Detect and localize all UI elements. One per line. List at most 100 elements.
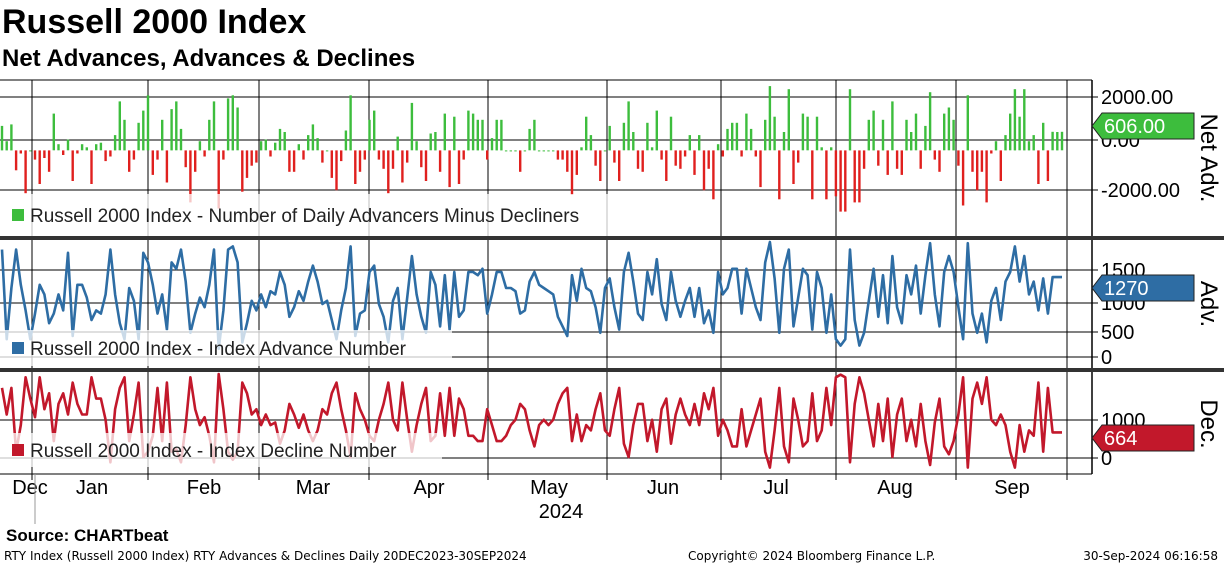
net-bar-positive — [344, 130, 348, 151]
net-bar-positive — [137, 122, 140, 151]
net-bar-negative — [241, 150, 244, 192]
net-bar-negative — [302, 150, 305, 160]
x-month-label: Jun — [647, 477, 679, 499]
net-bar-positive — [1004, 135, 1007, 151]
net-bar-positive — [726, 128, 729, 151]
net-bar-negative — [679, 150, 682, 169]
net-bar-positive — [236, 107, 239, 151]
net-bar-positive — [801, 113, 805, 151]
net-bar-positive — [175, 101, 178, 151]
net-bar-negative — [853, 150, 856, 203]
net-bar-positive — [278, 128, 282, 151]
net-bar-negative — [636, 150, 640, 169]
net-bar-negative — [900, 150, 903, 175]
net-bar-positive — [749, 128, 753, 151]
net-bar-positive — [655, 110, 658, 151]
net-bar-positive — [429, 133, 432, 151]
net-bar-positive — [123, 119, 126, 151]
net-bar-negative — [109, 150, 112, 157]
net-bar-positive — [891, 101, 894, 151]
net-bar-negative — [363, 150, 366, 160]
net-bar-positive — [208, 119, 211, 151]
net-bar-positive — [500, 119, 503, 151]
net-bar-positive — [943, 113, 946, 151]
source-label: Source: CHARTbeat — [6, 526, 169, 545]
net-bar-negative — [999, 150, 1002, 181]
net-bar-positive — [307, 135, 310, 151]
net-bar-negative — [665, 150, 668, 181]
x-month-label: Mar — [296, 477, 331, 499]
net-bar-positive — [113, 135, 117, 151]
legend-net-box — [0, 194, 640, 236]
net-bar-positive — [1027, 141, 1031, 151]
net-bar-positive — [815, 116, 819, 151]
net-bar-positive — [603, 150, 607, 152]
net-bar-negative — [420, 150, 423, 168]
net-bar-negative — [62, 150, 65, 155]
legend-adv-swatch — [12, 342, 24, 354]
legend-dec-box — [0, 433, 442, 467]
net-bar-negative — [269, 150, 272, 157]
net-bar-negative — [104, 150, 107, 162]
advance-line — [0, 240, 1062, 351]
net-bar-negative — [740, 150, 743, 157]
net-bar-negative — [330, 150, 333, 178]
x-month-label: Apr — [413, 477, 444, 499]
net-bar-positive — [0, 125, 4, 151]
net-bar-negative — [957, 150, 960, 166]
footer-description: RTY Index (Russell 2000 Index) RTY Advan… — [4, 549, 527, 563]
net-bar-negative — [14, 150, 18, 171]
net-bar-positive — [99, 142, 103, 151]
net-bar-positive — [716, 144, 720, 151]
net-bar-positive — [1051, 131, 1054, 151]
net-bar-positive — [259, 141, 263, 151]
net-bar-negative — [556, 150, 560, 160]
x-month-label: May — [530, 477, 568, 499]
net-bar-negative — [976, 150, 979, 191]
net-bar-positive — [848, 89, 852, 151]
net-bar-negative — [217, 150, 220, 209]
net-bar-negative — [406, 150, 409, 163]
net-bar-positive — [947, 107, 951, 151]
x-month-label: Feb — [187, 477, 221, 499]
net-bar-negative — [424, 150, 428, 181]
y-tick-label: -2000.00 — [1101, 180, 1180, 202]
net-bar-negative — [377, 150, 381, 160]
net-bar-positive — [924, 125, 927, 151]
net-bar-positive — [537, 150, 541, 152]
net-bar-negative — [382, 150, 385, 169]
net-bar-negative — [754, 150, 757, 157]
net-bar-positive — [283, 132, 286, 151]
net-bar-positive — [768, 86, 772, 151]
net-bar-negative — [566, 150, 569, 172]
net-bar-positive — [745, 113, 748, 151]
net-bar-positive — [1056, 132, 1059, 151]
legend-adv-label: Russell 2000 Index - Index Advance Numbe… — [30, 339, 407, 360]
net-bar-positive — [698, 135, 701, 151]
net-bar-negative — [660, 150, 663, 160]
net-bar-negative — [570, 150, 574, 195]
net-bar-negative — [1046, 150, 1050, 181]
net-bar-positive — [80, 144, 84, 151]
net-bar-positive — [161, 119, 164, 151]
net-bar-positive — [1013, 89, 1017, 151]
net-bar-negative — [674, 150, 677, 166]
net-bar-negative — [721, 150, 724, 157]
net-bar-negative — [132, 150, 136, 160]
net-bar-positive — [509, 150, 512, 152]
net-bar-negative — [462, 150, 465, 160]
net-bar-negative — [448, 150, 451, 188]
net-bar-negative — [858, 150, 861, 203]
net-bar-positive — [373, 110, 376, 151]
legend-dec-swatch — [12, 444, 24, 456]
net-bar-negative — [938, 150, 941, 172]
net-bar-negative — [255, 150, 258, 163]
net-bar-negative — [778, 150, 781, 200]
last-dec-tag — [1091, 424, 1195, 452]
net-bar-positive — [443, 113, 446, 151]
footer-timestamp: 30-Sep-2024 06:16:58 — [1083, 549, 1218, 563]
last-adv-value: 1270 — [1104, 278, 1149, 300]
net-bar-positive — [867, 119, 870, 151]
net-bar-positive — [29, 150, 32, 152]
net-bar-positive — [820, 147, 823, 151]
